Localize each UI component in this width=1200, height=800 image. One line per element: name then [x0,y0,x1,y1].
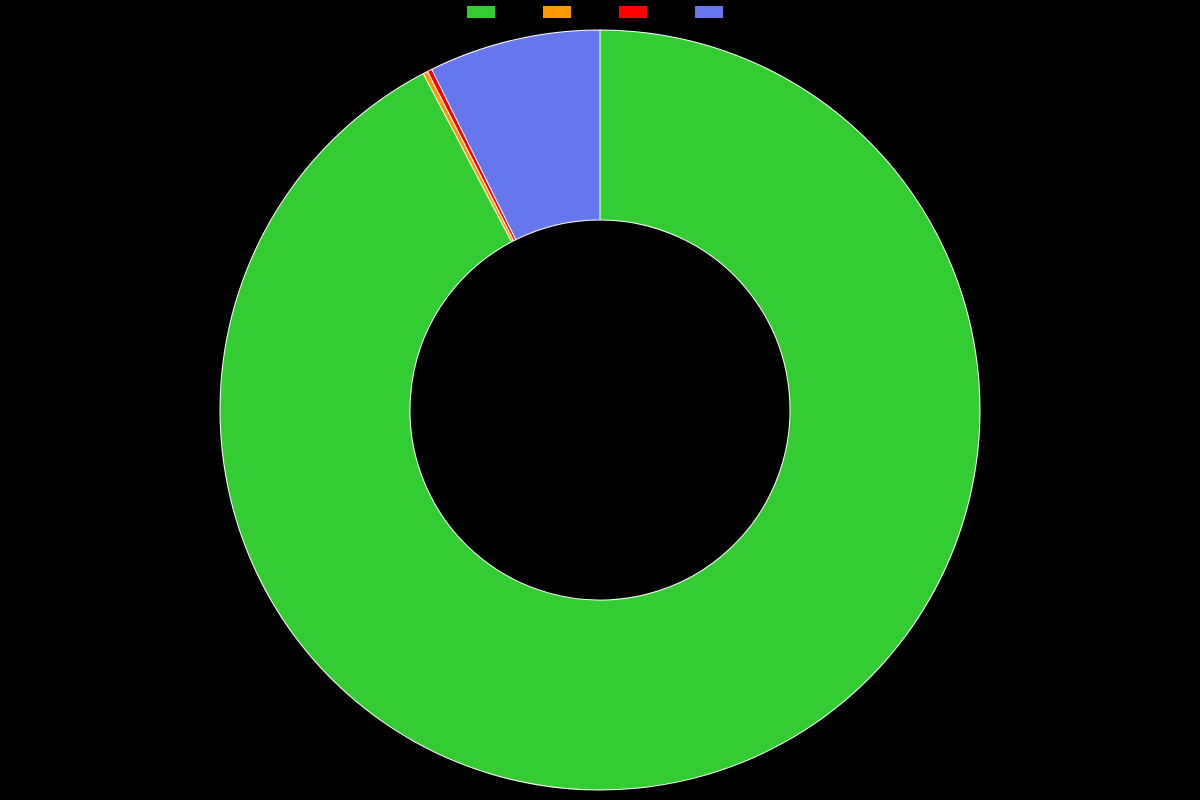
donut-slices [220,30,980,790]
donut-chart-container [0,0,1200,800]
donut-svg [0,0,1200,800]
